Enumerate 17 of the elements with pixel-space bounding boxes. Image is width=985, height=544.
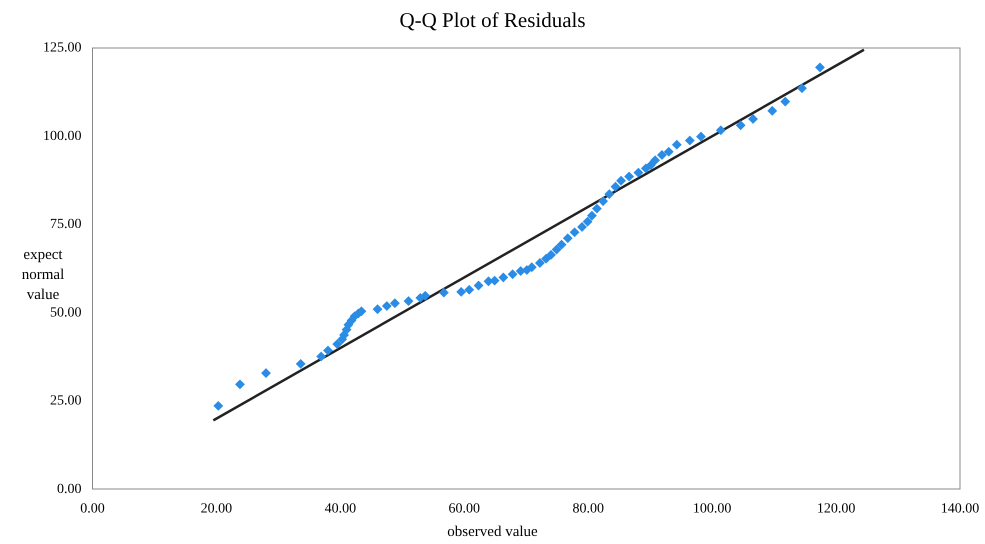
x-tick-label: 20.00 [200,501,232,516]
chart-title: Q-Q Plot of Residuals [398,8,587,33]
y-tick-label: 50.00 [50,305,82,320]
x-tick-label: 0.00 [80,501,105,516]
y-axis-title: expect normal value [20,246,66,305]
y-tick-label: 25.00 [50,394,82,409]
x-tick-label: 80.00 [572,501,604,516]
x-tick-label: 120.00 [816,501,856,516]
x-tick-label: 100.00 [692,501,732,516]
y-tick-label: 125.00 [43,40,82,56]
y-tick-label: 75.00 [50,217,82,232]
y-tick-label: 0.00 [57,482,82,497]
x-axis-title: observed value [446,524,539,541]
y-tick-label: 100.00 [43,128,82,144]
x-tick-label: 140.00 [940,501,980,516]
x-tick-label: 60.00 [448,501,480,516]
x-tick-label: 40.00 [324,501,356,516]
